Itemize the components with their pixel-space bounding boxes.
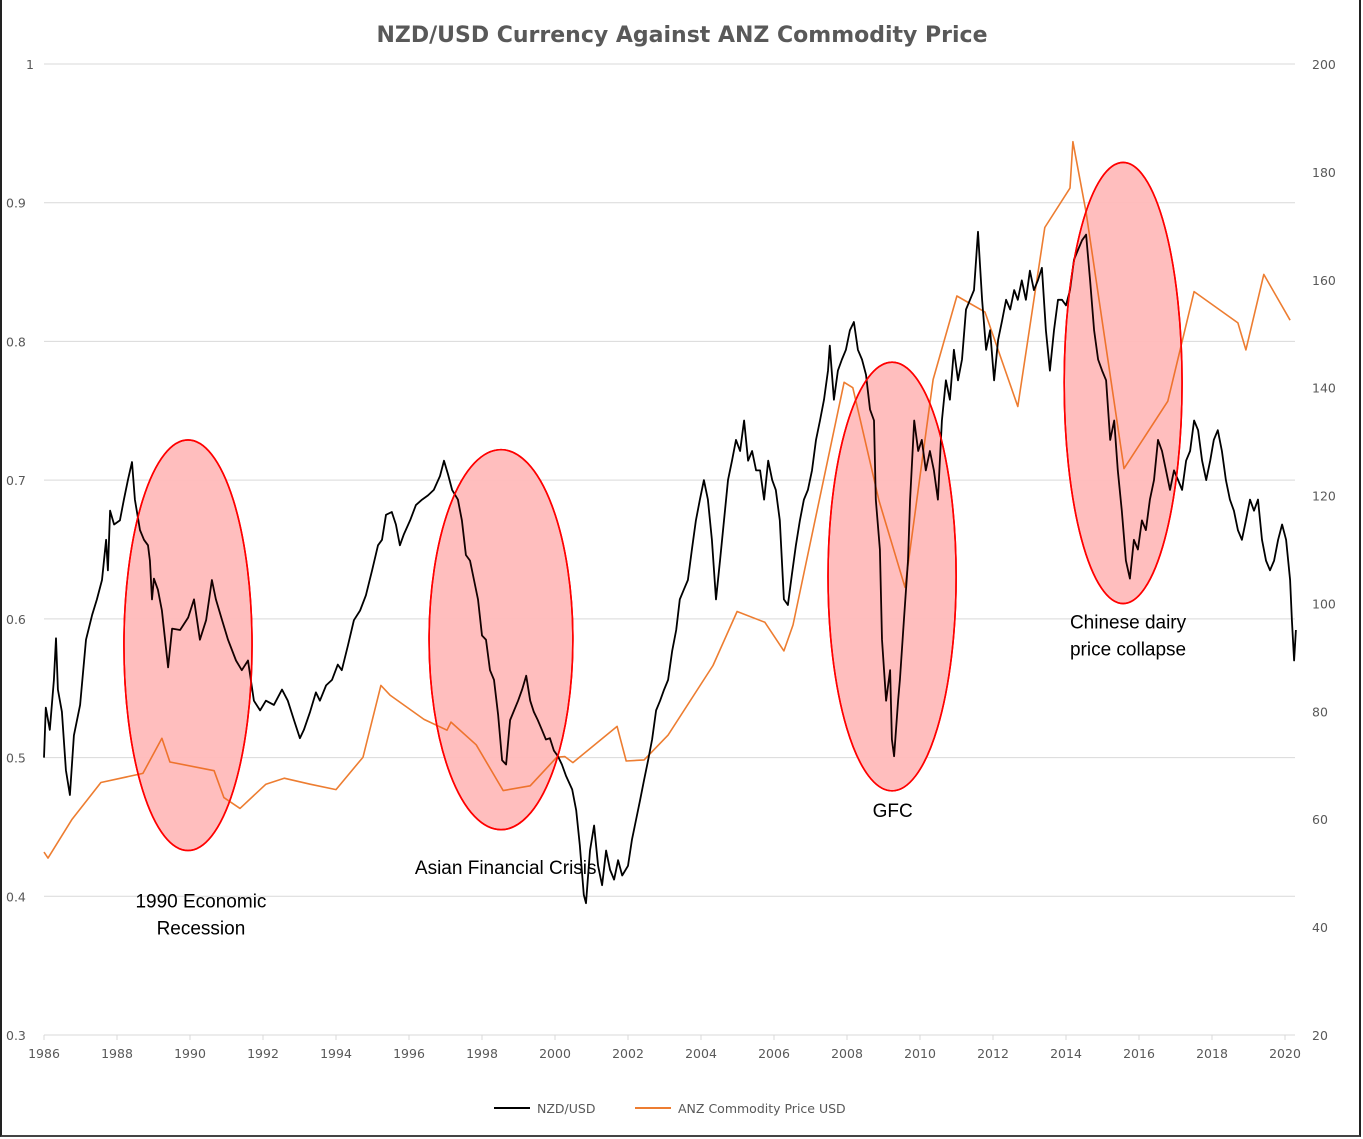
y-left-tick-label: 0.4 xyxy=(6,889,26,904)
annotation-label-4: Chinese dairy xyxy=(1070,613,1187,634)
series-lines xyxy=(43,140,1297,905)
y-right-tick-label: 60 xyxy=(1312,812,1328,827)
x-tick-label: 2014 xyxy=(1050,1046,1082,1061)
annotations: 1990 Economic Recession Asian Financial Cr… xyxy=(135,613,1186,940)
annotation-label-2: Asian Financial Crisis xyxy=(415,858,597,879)
annotation-label-1: Recession xyxy=(157,918,246,939)
y-right-tick-label: 80 xyxy=(1312,704,1328,719)
y-left-tick-label: 1 xyxy=(26,57,34,72)
x-tick-label: 2020 xyxy=(1269,1046,1301,1061)
x-tick-label: 1990 xyxy=(174,1046,206,1061)
y-right-tick-label: 200 xyxy=(1312,57,1336,72)
highlight-ellipse-outline-2 xyxy=(428,448,574,831)
y-left-tick-label: 0.3 xyxy=(6,1028,26,1043)
y-left-tick-label: 0.7 xyxy=(6,473,26,488)
y-right-tick-label: 180 xyxy=(1312,165,1336,180)
y-right-tick-label: 160 xyxy=(1312,273,1336,288)
annotation-label-4: price collapse xyxy=(1070,640,1186,661)
legend-label-anz: ANZ Commodity Price USD xyxy=(678,1101,846,1116)
x-tick-label: 1996 xyxy=(393,1046,425,1061)
y-left-tick-label: 0.5 xyxy=(6,751,26,766)
chart-title: NZD/USD Currency Against ANZ Commodity P… xyxy=(376,23,987,48)
annotation-label-1: 1990 Economic xyxy=(135,891,266,912)
legend: NZD/USD ANZ Commodity Price USD xyxy=(494,1101,846,1116)
y-axis-left: 1 0.9 0.8 0.7 0.6 0.5 0.4 0.3 xyxy=(6,57,34,1043)
y-left-tick-label: 0.6 xyxy=(6,612,26,627)
legend-item-anz[interactable]: ANZ Commodity Price USD xyxy=(635,1101,846,1116)
x-tick-label: 2002 xyxy=(612,1046,644,1061)
x-tick-label: 2006 xyxy=(758,1046,790,1061)
x-tick-label: 2004 xyxy=(685,1046,717,1061)
x-tick-label: 2018 xyxy=(1196,1046,1228,1061)
x-tick-label: 2010 xyxy=(904,1046,936,1061)
series-line-nzd-usd xyxy=(43,230,1297,905)
x-tick-label: 1994 xyxy=(320,1046,352,1061)
x-tick-label: 2000 xyxy=(539,1046,571,1061)
x-tick-label: 1986 xyxy=(28,1046,60,1061)
y-right-tick-label: 100 xyxy=(1312,596,1336,611)
y-left-tick-label: 0.8 xyxy=(6,334,26,349)
highlight-ellipse-outline-1 xyxy=(123,439,253,852)
highlight-ellipse-outline-3 xyxy=(827,361,957,792)
legend-label-nzd: NZD/USD xyxy=(537,1101,595,1116)
x-tick-label: 2008 xyxy=(831,1046,863,1061)
y-right-tick-label: 20 xyxy=(1312,1028,1328,1043)
x-tick-label: 2016 xyxy=(1123,1046,1155,1061)
x-tick-label: 2012 xyxy=(977,1046,1009,1061)
x-tick-label: 1988 xyxy=(101,1046,133,1061)
y-left-tick-label: 0.9 xyxy=(6,196,26,211)
x-tick-label: 1998 xyxy=(466,1046,498,1061)
x-axis: 1986 1988 1990 1992 1994 1996 1998 2000 2002 2004… xyxy=(28,1034,1301,1061)
series-line-anz-commodity xyxy=(43,140,1291,859)
y-right-tick-label: 120 xyxy=(1312,489,1336,504)
y-right-tick-label: 140 xyxy=(1312,381,1336,396)
annotation-label-3: GFC xyxy=(873,801,913,822)
legend-item-nzd[interactable]: NZD/USD xyxy=(494,1101,595,1116)
highlight-ellipse-outline-4 xyxy=(1063,161,1183,605)
y-axis-right: 200 180 160 140 120 100 80 60 40 20 xyxy=(1312,57,1336,1043)
highlight-ellipses xyxy=(123,161,1183,852)
y-right-tick-label: 40 xyxy=(1312,920,1328,935)
x-tick-label: 1992 xyxy=(247,1046,279,1061)
gridlines xyxy=(44,63,1295,1036)
